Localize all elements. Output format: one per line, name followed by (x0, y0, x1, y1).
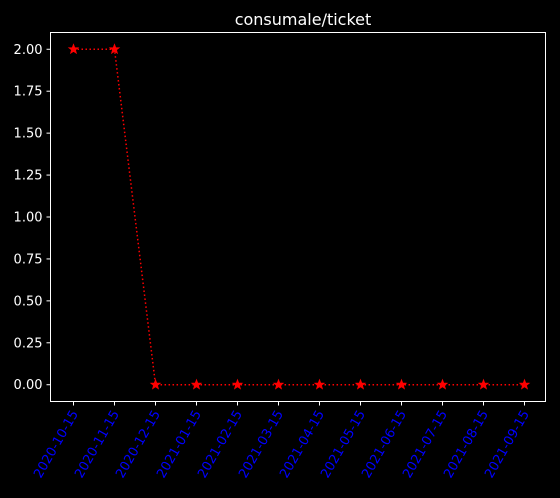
data-point-star (518, 378, 531, 390)
series-line (73, 48, 525, 386)
y-tick-label: 0.75 (14, 252, 43, 267)
chart-title: consumale/ticket (235, 10, 372, 29)
plot-frame (50, 32, 546, 402)
y-tick-label: 1.75 (14, 85, 43, 100)
y-tick-label: 0.25 (14, 336, 43, 351)
data-point-star (395, 378, 408, 390)
y-tick-label: 1.50 (14, 127, 43, 142)
x-axis: 2020-10-152020-11-152020-12-152021-01-15… (31, 401, 533, 481)
data-point-star (190, 378, 203, 390)
data-point-star (108, 43, 121, 55)
data-point-star (477, 378, 490, 390)
y-tick-label: 1.25 (14, 169, 43, 184)
y-axis: 0.00 0.25 0.50 0.75 1.00 1.25 1.50 1.75 2.00 (14, 43, 51, 393)
series-markers (67, 43, 531, 390)
data-point-star (67, 43, 80, 55)
data-point-star (354, 378, 367, 390)
data-point-star (272, 378, 285, 390)
data-point-star (231, 378, 244, 390)
y-tick-label: 2.00 (14, 43, 43, 58)
y-tick-label: 1.00 (14, 211, 43, 226)
data-point-star (436, 378, 449, 390)
y-tick-label: 0.50 (14, 294, 43, 309)
data-point-star (149, 378, 162, 390)
y-tick-label: 0.00 (14, 378, 43, 393)
data-point-star (313, 378, 326, 390)
